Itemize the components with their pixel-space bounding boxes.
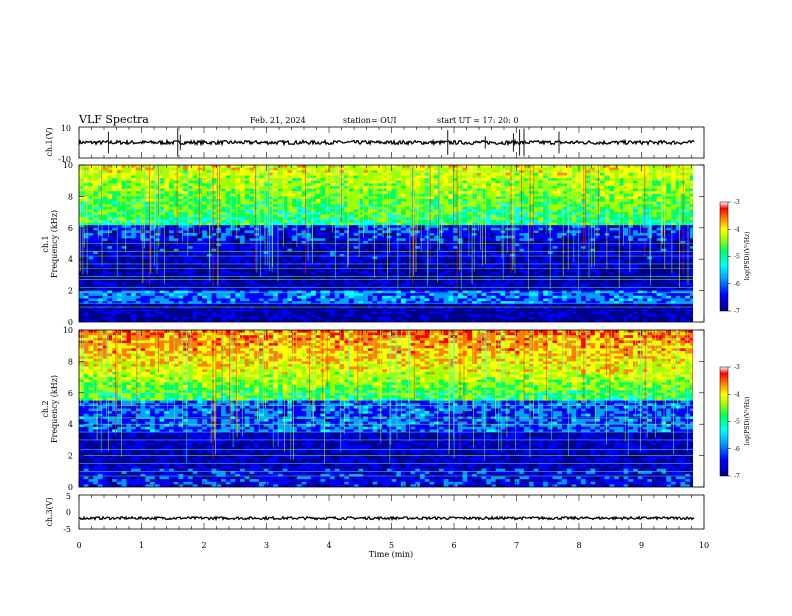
figure-title: VLF Spectra [78,113,149,126]
start-time-label: start UT = 17: 20: 0 [437,116,518,125]
ch1-spectrogram-image [79,165,704,323]
ch1-waveform-panel: 10 -10 ch.1(V) [45,124,704,164]
ch1-waveform-ylabel: ch.1(V) [45,127,54,156]
ch1-ytick-top: 10 [61,124,71,133]
date-label: Feb. 21, 2024 [250,116,306,125]
station-label: station= OUI [343,116,397,125]
